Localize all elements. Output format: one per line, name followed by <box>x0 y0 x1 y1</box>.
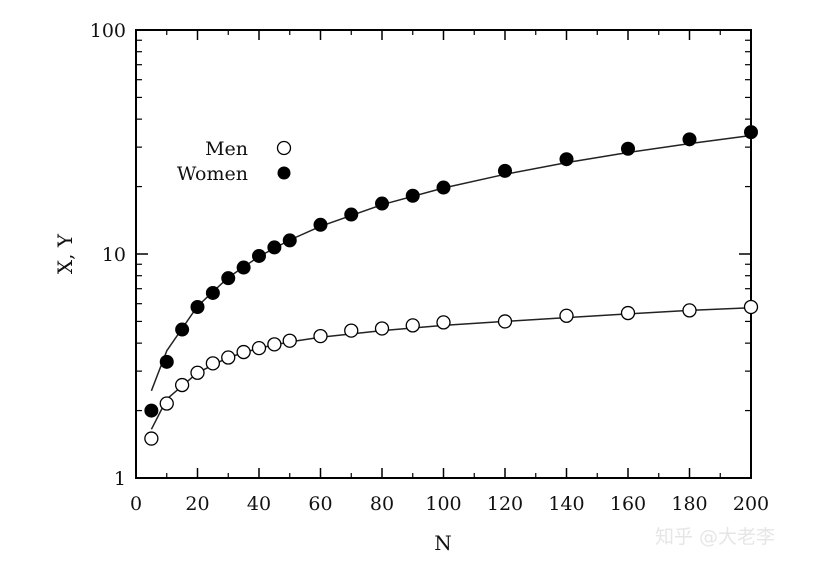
x-tick-label: 200 <box>733 493 769 515</box>
legend: Men Women <box>177 138 292 185</box>
point-women <box>190 299 205 314</box>
point-men <box>221 350 236 365</box>
plot-frame <box>135 29 752 479</box>
y-tick-label: 10 <box>102 244 126 266</box>
legend-label-men: Men <box>205 138 248 160</box>
x-tick-label: 0 <box>130 493 142 515</box>
point-women <box>252 248 266 263</box>
point-women <box>159 354 174 369</box>
x-tick-label: 60 <box>308 493 332 515</box>
y-tick-label: 1 <box>114 468 126 490</box>
y-axis-title: X, Y <box>53 233 77 274</box>
point-men <box>682 303 697 318</box>
point-men <box>159 396 174 411</box>
fit-curve-men <box>150 307 752 430</box>
x-tick-label: 100 <box>425 493 461 515</box>
point-women <box>282 233 297 248</box>
point-women <box>236 260 251 275</box>
x-axis-title: N <box>434 531 452 555</box>
point-women <box>744 125 758 140</box>
point-men <box>405 318 420 333</box>
point-women <box>205 285 220 300</box>
point-men <box>620 305 636 321</box>
x-tick-label: 80 <box>370 493 394 515</box>
point-men <box>743 299 759 315</box>
x-tick-label: 120 <box>487 493 523 515</box>
point-women <box>221 271 236 286</box>
point-women <box>175 322 190 337</box>
point-women <box>436 180 451 195</box>
point-men <box>236 344 251 360</box>
point-women <box>682 132 697 147</box>
data-points <box>144 125 759 446</box>
point-women <box>267 240 282 255</box>
point-women <box>344 207 359 222</box>
point-men <box>267 337 282 352</box>
y-tick-label: 100 <box>90 20 126 42</box>
point-men <box>559 308 574 323</box>
watermark: 知乎 @大老李 <box>655 526 775 548</box>
point-women <box>498 163 512 178</box>
point-men <box>497 314 513 329</box>
point-men <box>205 356 221 371</box>
point-women <box>621 141 635 156</box>
legend-label-women: Women <box>177 163 248 185</box>
x-tick-label: 160 <box>610 493 646 515</box>
x-tick-label: 40 <box>247 493 271 515</box>
point-men <box>174 377 190 393</box>
point-men <box>144 431 159 446</box>
point-men <box>282 333 297 348</box>
legend-marker-men <box>276 140 292 156</box>
point-women <box>405 188 420 203</box>
axis-ticks: 0 20 40 60 80 100 120 140 160 180 200 1 10 100 <box>90 20 769 515</box>
point-men <box>374 321 390 336</box>
point-men <box>190 365 205 380</box>
x-tick-label: 180 <box>671 493 707 515</box>
point-men <box>436 315 451 330</box>
point-men <box>251 340 267 356</box>
point-men <box>344 323 359 338</box>
point-women <box>559 152 574 167</box>
legend-marker-women <box>277 166 291 180</box>
x-tick-label: 140 <box>548 493 584 515</box>
point-women <box>144 403 159 418</box>
point-men <box>313 328 328 344</box>
point-women <box>313 217 328 232</box>
x-tick-label: 20 <box>185 493 209 515</box>
point-women <box>375 196 389 211</box>
